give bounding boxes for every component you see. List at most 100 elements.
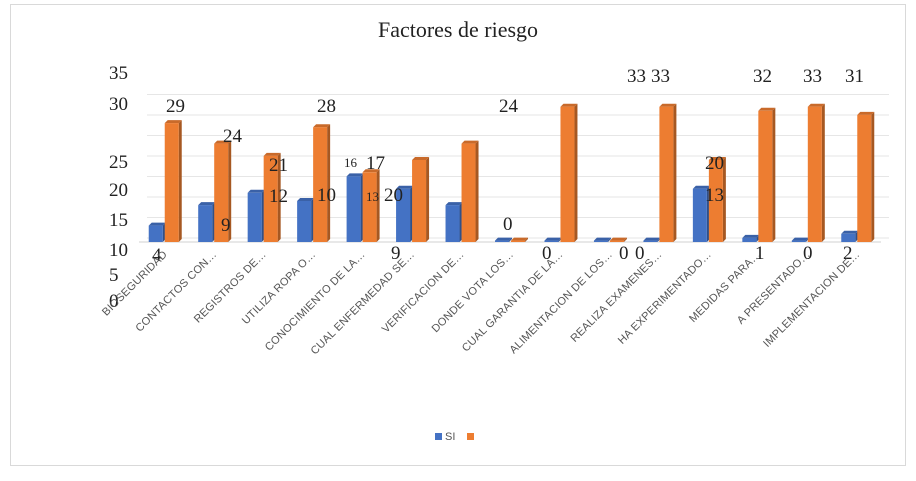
bar-top xyxy=(214,140,232,144)
bar-si xyxy=(198,202,216,242)
bar-top xyxy=(791,237,809,241)
y-tick-label: 10 xyxy=(109,240,128,261)
bar-si xyxy=(643,237,661,242)
category-label: CONTACTOS CON… xyxy=(134,249,220,335)
bar-no xyxy=(263,152,281,242)
bar-side xyxy=(722,157,726,242)
bar-side xyxy=(277,152,281,242)
bar-top xyxy=(841,230,859,234)
data-label-si: 0 xyxy=(503,214,513,235)
bar-side xyxy=(178,120,182,242)
data-label-no: 24 xyxy=(499,96,519,117)
legend: SI NO xyxy=(435,431,474,443)
bar-si xyxy=(346,173,364,242)
bar-front xyxy=(593,240,608,242)
bar-no xyxy=(214,140,232,242)
bar-top xyxy=(362,169,380,173)
legend-swatch-si xyxy=(435,433,442,440)
data-label-no: 24 xyxy=(223,126,243,147)
data-label-si: 9 xyxy=(391,243,401,264)
bar-no xyxy=(659,103,677,242)
data-label-si: 0 xyxy=(803,243,813,264)
bar-front xyxy=(807,106,822,242)
category-label: DONDE VOTA LOS… xyxy=(430,249,517,336)
bars xyxy=(148,103,875,243)
data-label-si: 9 xyxy=(221,215,231,236)
bar-front xyxy=(857,114,872,242)
bar-front xyxy=(511,240,525,242)
y-tick-label: 30 xyxy=(109,94,128,115)
bar-front xyxy=(445,205,460,242)
bar-no xyxy=(758,107,776,242)
bar-top xyxy=(396,185,414,189)
bar-front xyxy=(297,201,312,242)
bar-front xyxy=(841,233,856,242)
bar-top xyxy=(807,103,825,107)
category-label: ALIMENTACION DE LOS… xyxy=(507,249,615,357)
data-label-si: 0 xyxy=(635,243,645,264)
data-label-no: 17 xyxy=(366,153,385,174)
bar-no xyxy=(708,157,726,242)
bar-side xyxy=(772,107,776,242)
data-label-si: 2 xyxy=(843,243,853,264)
bar-no xyxy=(461,140,479,242)
bar-front xyxy=(198,205,213,242)
bar-front xyxy=(412,160,427,242)
bar-si xyxy=(791,237,809,242)
bar-top xyxy=(346,173,364,177)
bar-side xyxy=(673,103,677,242)
bar-no xyxy=(857,111,875,243)
y-tick-label: 25 xyxy=(109,152,128,173)
bar-si xyxy=(247,189,265,242)
data-label-no: 33 xyxy=(651,66,670,87)
bar-side xyxy=(871,111,875,243)
bar-no xyxy=(807,103,825,242)
bar-front xyxy=(263,155,278,242)
data-label-no: 32 xyxy=(753,66,772,87)
bar-front xyxy=(247,192,262,242)
y-tick-label: 5 xyxy=(109,265,119,286)
bar-front xyxy=(659,106,674,242)
data-label-no: 33 xyxy=(803,66,822,87)
bar-side xyxy=(525,237,528,242)
bar-top xyxy=(560,103,578,107)
category-label: CUAL GARANTIA DE LA… xyxy=(460,249,566,355)
bar-si xyxy=(495,237,512,242)
bar-top xyxy=(313,124,331,128)
bar-front xyxy=(346,176,361,242)
bar-front xyxy=(791,240,806,242)
bar-no xyxy=(362,169,380,242)
bar-top xyxy=(758,107,776,111)
category-label: REALIZA EXAMENES… xyxy=(568,249,664,345)
bar-front xyxy=(396,188,411,242)
legend-label-si: SI xyxy=(445,431,455,443)
bar-si xyxy=(297,198,315,242)
data-label-si: 0 xyxy=(542,243,552,264)
bar-no xyxy=(609,237,627,242)
data-label-no: 28 xyxy=(317,96,336,117)
bar-top xyxy=(445,202,463,206)
bar-top xyxy=(643,237,661,241)
y-tick-label: 20 xyxy=(109,180,128,201)
bar-front xyxy=(692,188,707,242)
bar-top xyxy=(511,237,528,241)
bar-side xyxy=(607,237,611,242)
data-label-si: 13 xyxy=(705,185,724,206)
bar-top xyxy=(593,237,611,241)
bar-top xyxy=(412,157,430,160)
bar-si xyxy=(445,202,463,242)
bar-no xyxy=(412,157,430,242)
bar-top xyxy=(857,111,875,115)
bar-front xyxy=(708,160,723,242)
bar-top xyxy=(659,103,677,107)
bar-top xyxy=(148,222,166,226)
bar-si xyxy=(841,230,859,242)
data-label-no: 31 xyxy=(845,66,864,87)
bar-front xyxy=(148,225,163,242)
data-label-si: 12 xyxy=(269,186,288,207)
y-tick-label: 35 xyxy=(109,63,128,84)
category-label: CONOCIMIENTO DE LA… xyxy=(263,249,368,354)
